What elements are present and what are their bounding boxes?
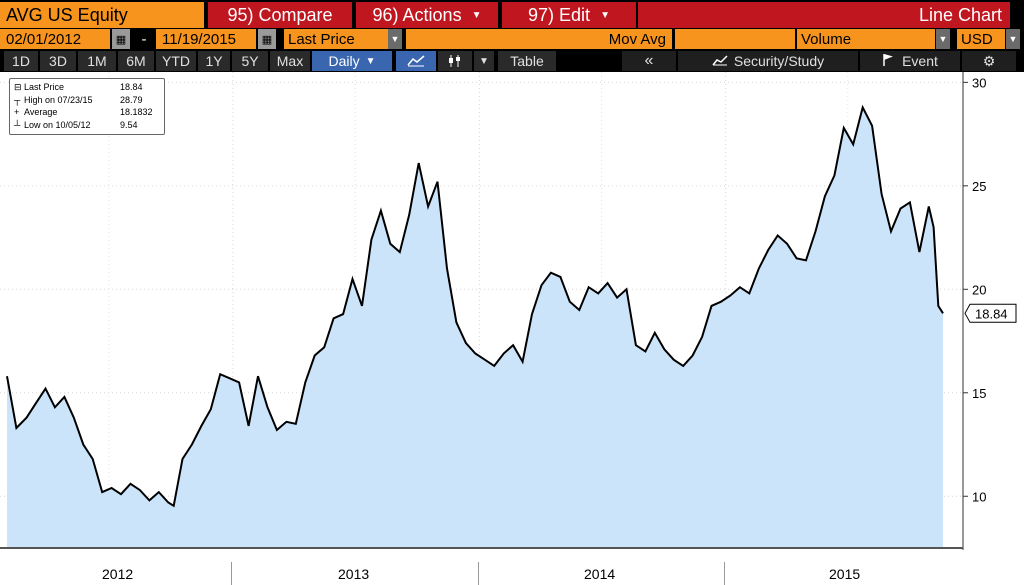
ticker-field[interactable]: AVG US Equity [0,2,204,28]
calendar-icon[interactable]: ▦ [112,29,130,49]
security-study-button[interactable]: Security/Study [678,51,858,71]
chevron-down-icon[interactable]: ▼ [388,29,402,49]
table-button[interactable]: Table [498,51,556,71]
legend-item: ⊟ Last Price 18.84 [14,81,160,94]
compare-label: 95) Compare [227,4,333,25]
y-tick-label: 25 [972,179,986,194]
collapse-button[interactable]: « [622,51,676,71]
legend-label: Last Price [24,82,65,93]
chevron-down-icon[interactable]: ▼ [474,51,494,71]
settings-toolbar: 02/01/2012 ▦ - 11/19/2015 ▦ Last Price ▼… [0,28,1024,50]
square-icon: ⊟ [14,81,22,92]
period-ytd[interactable]: YTD [156,51,196,71]
legend-label: High on 07/23/15 [24,94,93,105]
legend-item: ┴ Low on 10/05/12 9.54 [14,119,160,132]
volume-field[interactable]: Volume [797,29,935,49]
calendar-icon[interactable]: ▦ [258,29,276,49]
study-icon [712,53,728,69]
compare-button[interactable]: 95) Compare [208,2,352,28]
event-label: Event [902,53,938,69]
edit-button[interactable]: 97) Edit ▼ [502,2,636,28]
frequency-select[interactable]: Daily ▼ [312,51,392,71]
event-button[interactable]: Event [860,51,960,71]
period-3d[interactable]: 3D [40,51,76,71]
mov-avg-field[interactable]: Mov Avg [406,29,672,49]
high-icon: ┬ [14,94,21,105]
legend-item: ┬ High on 07/23/15 28.79 [14,94,160,107]
security-study-label: Security/Study [733,53,825,69]
year-separator [724,562,725,585]
last-price-tag-shape [964,303,1017,323]
average-icon: + [14,107,20,118]
flag-icon [882,53,894,69]
period-max[interactable]: Max [270,51,310,71]
y-tick-label: 20 [972,282,986,297]
date-separator: - [141,30,147,48]
actions-label: 96) Actions [372,4,462,25]
candlestick-icon[interactable] [438,51,472,71]
last-price-tag: 18.84 [975,306,1008,321]
last-price-marker: 18.84 [964,303,1017,323]
price-area [7,107,943,549]
period-1d[interactable]: 1D [4,51,38,71]
field-select[interactable]: Last Price [284,29,388,49]
legend-label: Average [24,107,58,118]
chart-legend: ⊟ Last Price 18.84 ┬ High on 07/23/15 28… [9,78,165,135]
x-tick-label: 2013 [338,566,370,582]
period-toolbar: 1D 3D 1M 6M YTD 1Y 5Y Max Daily ▼ ▼ Table… [0,50,1024,72]
x-tick-label: 2014 [584,566,616,582]
line-chart-icon[interactable] [396,51,436,71]
mov-avg-value-field[interactable] [675,29,795,49]
x-tick-label: 2015 [829,566,861,582]
y-tick-label: 15 [972,386,986,401]
chevron-down-icon: ▼ [365,55,376,67]
chevron-down-icon[interactable]: ▼ [1006,29,1020,49]
legend-value: 9.54 [120,119,138,130]
main-toolbar: AVG US Equity 95) Compare 96) Actions ▼ 9… [0,0,1024,28]
period-1y[interactable]: 1Y [198,51,230,71]
gear-icon[interactable]: ⚙ [962,51,1016,71]
chevron-down-icon[interactable]: ▼ [936,29,950,49]
legend-value: 18.1832 [120,107,153,118]
actions-button[interactable]: 96) Actions ▼ [356,2,498,28]
chevron-down-icon: ▼ [600,9,610,21]
price-chart: 10 15 20 25 30 18.84 [0,72,1024,562]
year-separator [231,562,232,585]
x-axis: 2012 2013 2014 2015 [0,562,1024,585]
chevron-down-icon: ▼ [471,9,482,21]
edit-label: 97) Edit [528,4,591,25]
frequency-label: Daily [328,53,360,69]
legend-item: + Average 18.1832 [14,106,160,119]
year-separator [478,562,479,585]
price-line [6,104,944,508]
legend-label: Low on 10/05/12 [24,119,91,130]
period-6m[interactable]: 6M [118,51,154,71]
legend-value: 28.79 [120,94,143,105]
legend-value: 18.84 [120,82,143,93]
y-tick-label: 10 [972,489,986,504]
start-date-field[interactable]: 02/01/2012 [0,29,110,49]
low-icon: ┴ [14,119,21,130]
currency-field[interactable]: USD [957,29,1005,49]
y-tick-label: 30 [972,75,986,90]
end-date-field[interactable]: 11/19/2015 [156,29,256,49]
y-axis: 10 15 20 25 30 [963,75,986,504]
period-1m[interactable]: 1M [78,51,116,71]
x-tick-label: 2012 [102,566,134,582]
chart-type-title: Line Chart [638,2,1010,28]
period-5y[interactable]: 5Y [232,51,268,71]
